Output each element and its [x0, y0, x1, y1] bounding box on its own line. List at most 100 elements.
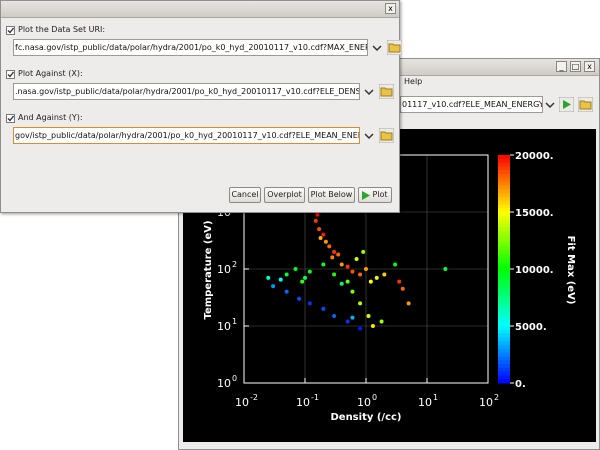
colorbar-segment [498, 295, 510, 300]
scatter-point [358, 326, 363, 331]
uri-field[interactable]: gov/istp_public/data/polar/hydra/2001/po… [13, 127, 360, 144]
checkbox[interactable] [6, 26, 15, 35]
colorbar-segment [498, 337, 510, 342]
colorbar-segment [498, 348, 510, 354]
minimize-button[interactable]: _ [556, 61, 567, 72]
colorbar-segment [498, 166, 510, 171]
colorbar-segment [498, 272, 510, 278]
colorbar-segment [498, 329, 510, 335]
colorbar-segment [498, 253, 510, 259]
colorbar-segment [498, 280, 510, 285]
checkbox[interactable] [6, 70, 15, 79]
folder-button[interactable] [379, 84, 394, 99]
y-tick-label: 10 [217, 320, 231, 333]
colorbar-segment [498, 375, 510, 380]
scatter-point [321, 306, 326, 311]
colorbar-segment [498, 155, 510, 160]
colorbar-segment [498, 174, 510, 179]
dropdown-arrow[interactable] [364, 87, 374, 97]
row-label: Plot Against (X): [18, 69, 83, 78]
colorbar-segment [498, 215, 510, 221]
colorbar-segment [498, 291, 510, 297]
x-tick-label: 10 [357, 396, 371, 409]
cancel-button[interactable]: Cancel [229, 187, 261, 203]
scatter-point [318, 235, 323, 240]
scatter-point [317, 227, 322, 232]
dropdown-arrow[interactable] [364, 131, 374, 141]
scatter-point [284, 272, 289, 277]
colorbar-segment [498, 360, 510, 365]
x-tick-exponent: -1 [311, 393, 319, 402]
colorbar-segment [498, 307, 510, 312]
x-tick-label: 10 [235, 396, 249, 409]
scatter-point [350, 269, 355, 274]
scatter-point [406, 301, 411, 306]
close-button[interactable]: x [385, 3, 396, 14]
colorbar-segment [498, 238, 510, 243]
scatter-point [327, 244, 332, 249]
dropdown-arrow[interactable] [545, 100, 555, 110]
menu-item[interactable]: Help [404, 77, 423, 86]
plot-button[interactable]: Plot [358, 187, 392, 203]
scatter-point [330, 255, 335, 260]
folder-button[interactable] [379, 128, 394, 143]
x-tick-exponent: 2 [494, 393, 499, 402]
scatter-point [300, 279, 305, 284]
colorbar-segment [498, 318, 510, 323]
colorbar-segment [498, 177, 510, 183]
folder-button[interactable] [387, 40, 402, 55]
scatter-point [332, 249, 337, 254]
play-button[interactable] [559, 97, 574, 112]
colorbar-segment [498, 242, 510, 247]
scatter-point [284, 289, 289, 294]
scatter-point [278, 277, 283, 282]
scatter-point [374, 275, 379, 280]
colorbar-segment [498, 170, 510, 175]
colorbar-segment [498, 269, 510, 274]
colorbar-tick-label: 10000. [515, 265, 554, 276]
colorbar-segment [498, 371, 510, 376]
colorbar-segment [498, 379, 510, 384]
colorbar-segment [498, 196, 510, 202]
dropdown-arrow[interactable] [372, 43, 382, 53]
scatter-point [364, 267, 368, 271]
colorbar-segment [498, 356, 510, 361]
close-button[interactable]: x [584, 61, 595, 72]
y-tick-label: 10 [217, 263, 231, 276]
uri-field[interactable]: 01117_v10.cdf?ELE_MEAN_ENERGY [400, 96, 543, 113]
row-label: Plot the Data Set URI: [18, 25, 106, 34]
colorbar-segment [498, 234, 510, 240]
colorbar-segment [498, 341, 510, 346]
overplot-button[interactable]: Overplot [264, 187, 305, 203]
scatter-point [358, 272, 363, 277]
uri-field[interactable]: fc.nasa.gov/istp_public/data/polar/hydra… [13, 39, 368, 56]
colorbar-tick-label: 0. [515, 379, 526, 390]
colorbar-label: Fit Max (eV) [565, 236, 576, 305]
colorbar-segment [498, 185, 510, 190]
colorbar-segment [498, 333, 510, 338]
folder-button[interactable] [578, 97, 593, 112]
scatter-point [303, 275, 307, 280]
uri-field[interactable]: .nasa.gov/istp_public/data/polar/hydra/2… [13, 83, 360, 100]
x-tick-label: 10 [479, 396, 493, 409]
colorbar-segment [498, 265, 510, 270]
plot-below-button[interactable]: Plot Below [308, 187, 355, 203]
scatter-point [358, 301, 363, 306]
scatter-point [339, 262, 344, 267]
scatter-point [297, 296, 302, 301]
x-tick-exponent: -2 [250, 393, 258, 402]
scatter-point [368, 279, 373, 284]
colorbar-segment [498, 227, 510, 232]
colorbar-segment [498, 314, 510, 319]
colorbar-tick-label: 20000. [515, 151, 554, 162]
maximize-button[interactable]: □ [570, 61, 581, 72]
scatter-point [323, 239, 328, 244]
colorbar-segment [498, 212, 510, 217]
checkbox[interactable] [6, 114, 15, 123]
scatter-point [393, 262, 398, 267]
colorbar-segment [498, 364, 510, 369]
x-axis-label: Density (/cc) [330, 412, 401, 423]
y-tick-label: 10 [217, 377, 231, 390]
scatter-point [345, 279, 350, 284]
